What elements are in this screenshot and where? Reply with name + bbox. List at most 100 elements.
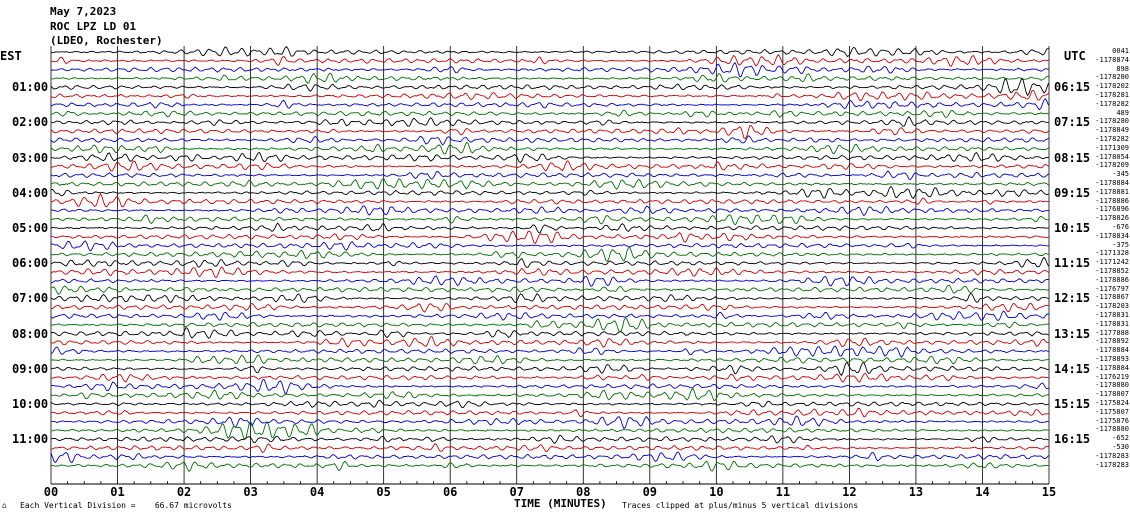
trace-offset-value: -1178281 bbox=[1095, 91, 1129, 99]
seismic-trace bbox=[50, 399, 1049, 409]
est-hour-label: 04:00 bbox=[12, 185, 49, 200]
seismic-trace bbox=[50, 415, 1049, 430]
x-tick-label: 09 bbox=[642, 485, 658, 499]
seismic-trace bbox=[50, 266, 1049, 279]
est-hour-label: 05:00 bbox=[12, 221, 49, 235]
seismic-trace bbox=[50, 178, 1049, 190]
x-tick-label: 13 bbox=[908, 485, 924, 499]
trace-offset-value: -375 bbox=[1112, 240, 1129, 249]
seismic-trace bbox=[50, 61, 1049, 78]
x-tick-label: 03 bbox=[243, 485, 258, 499]
trace-offset-value: -1178884 bbox=[1095, 363, 1129, 372]
trace-offset-value: -1171242 bbox=[1095, 258, 1129, 267]
est-axis-label: EST bbox=[0, 49, 22, 63]
seismic-trace bbox=[50, 387, 1049, 402]
trace-offset-value: -1178280 bbox=[1095, 117, 1129, 126]
seismic-trace bbox=[51, 292, 1049, 304]
trace-offset-value: 489 bbox=[1116, 108, 1129, 117]
seismic-trace bbox=[50, 160, 1049, 172]
seismic-trace bbox=[50, 451, 1049, 464]
seismic-trace bbox=[50, 222, 1049, 234]
seismic-trace bbox=[50, 354, 1049, 365]
trace-offset-value: -1178807 bbox=[1095, 390, 1129, 399]
trace-offset-value: -1178884 bbox=[1095, 346, 1129, 355]
trace-offset-value: -1178886 bbox=[1095, 196, 1129, 205]
x-tick-label: 15 bbox=[1041, 485, 1057, 499]
trace-offset-value: -676 bbox=[1112, 223, 1129, 231]
est-hour-label: 03:00 bbox=[12, 150, 49, 165]
trace-offset-value: 0041 bbox=[1112, 47, 1129, 55]
seismic-trace bbox=[50, 247, 1049, 262]
seismic-trace bbox=[50, 240, 1049, 252]
trace-offset-value: -1171309 bbox=[1095, 143, 1129, 152]
seismic-trace bbox=[50, 434, 1049, 444]
utc-hour-label: 10:15 bbox=[1054, 221, 1091, 235]
seismic-trace bbox=[50, 205, 1049, 217]
trace-offset-value: -1178283 bbox=[1095, 460, 1129, 469]
x-tick-label: 12 bbox=[842, 485, 857, 499]
est-hour-label: 11:00 bbox=[12, 432, 49, 447]
trace-offset-value: -1178826 bbox=[1095, 214, 1129, 223]
seismic-trace bbox=[50, 284, 1049, 295]
x-tick-label: 04 bbox=[309, 485, 325, 499]
seismic-trace bbox=[50, 420, 1049, 441]
x-tick-label: 11 bbox=[775, 485, 791, 499]
est-hour-label: 07:00 bbox=[12, 291, 49, 306]
trace-offset-value: -1177888 bbox=[1095, 328, 1129, 337]
seismic-trace bbox=[50, 90, 1049, 102]
trace-offset-value: -1178282 bbox=[1095, 99, 1129, 108]
trace-offset-value: -1178867 bbox=[1095, 293, 1129, 302]
utc-hour-label: 13:15 bbox=[1054, 326, 1091, 341]
trace-offset-value: -1178880 bbox=[1095, 381, 1129, 390]
trace-offset-value: -1178893 bbox=[1095, 355, 1129, 363]
trace-offset-value: -1178202 bbox=[1095, 82, 1129, 91]
trace-offset-value: -1178280 bbox=[1095, 73, 1129, 82]
utc-hour-label: 14:15 bbox=[1054, 361, 1091, 376]
x-tick-label: 00 bbox=[43, 485, 59, 499]
seismic-trace bbox=[50, 378, 1049, 394]
trace-offset-value: -1175807 bbox=[1095, 407, 1129, 416]
trace-offset-value: -1175824 bbox=[1095, 399, 1129, 407]
trace-offset-value: -1178831 bbox=[1095, 319, 1129, 328]
utc-hour-label: 08:15 bbox=[1054, 150, 1091, 165]
utc-hour-label: 07:15 bbox=[1054, 115, 1091, 130]
est-hour-label: 09:00 bbox=[12, 361, 49, 376]
utc-axis-label: UTC bbox=[1064, 49, 1086, 63]
vertical-division-note: Each Vertical Division = 66.67 microvolt… bbox=[20, 501, 232, 510]
trace-offset-value: -1178831 bbox=[1095, 311, 1129, 319]
seismic-trace bbox=[50, 72, 1049, 84]
seismic-trace bbox=[50, 316, 1049, 333]
seismic-trace bbox=[50, 124, 1049, 140]
trace-offset-value: -1171328 bbox=[1095, 249, 1129, 258]
est-hour-label: 10:00 bbox=[12, 397, 49, 411]
utc-hour-label: 06:15 bbox=[1054, 80, 1091, 95]
trace-offset-value: -1178874 bbox=[1095, 55, 1129, 64]
utc-hour-label: 12:15 bbox=[1054, 291, 1091, 306]
trace-offset-value: -1178849 bbox=[1095, 126, 1129, 135]
x-axis-label: TIME (MINUTES) bbox=[514, 497, 607, 510]
seismic-trace bbox=[51, 109, 1049, 119]
seismic-trace bbox=[50, 98, 1049, 111]
trace-offset-value: -1176896 bbox=[1095, 205, 1129, 214]
est-hour-label: 01:00 bbox=[12, 80, 49, 95]
trace-offset-value: -1178881 bbox=[1095, 187, 1129, 196]
x-tick-label: 02 bbox=[176, 485, 192, 499]
trace-offset-value: -1178880 bbox=[1095, 425, 1129, 434]
trace-offset-value: -1178834 bbox=[1095, 231, 1129, 240]
est-hour-label: 08:00 bbox=[12, 326, 49, 341]
utc-hour-label: 11:15 bbox=[1054, 256, 1091, 271]
seismic-trace bbox=[50, 142, 1049, 155]
trace-offset-value: -345 bbox=[1112, 170, 1129, 179]
trace-offset-value: -1176797 bbox=[1095, 284, 1129, 293]
seismic-trace bbox=[51, 185, 1049, 200]
seismic-trace bbox=[50, 54, 1049, 68]
utc-hour-label: 09:15 bbox=[1054, 185, 1091, 200]
x-tick-label: 10 bbox=[709, 485, 724, 499]
seismic-trace bbox=[50, 460, 1049, 472]
utc-hour-label: 15:15 bbox=[1054, 397, 1091, 411]
seismic-trace bbox=[50, 256, 1049, 268]
plot-date: May 7,2023 bbox=[50, 5, 117, 18]
trace-offset-value: -1178054 bbox=[1095, 152, 1129, 161]
seismic-trace bbox=[50, 336, 1049, 348]
station-name: ROC LPZ LD 01 bbox=[50, 20, 137, 33]
